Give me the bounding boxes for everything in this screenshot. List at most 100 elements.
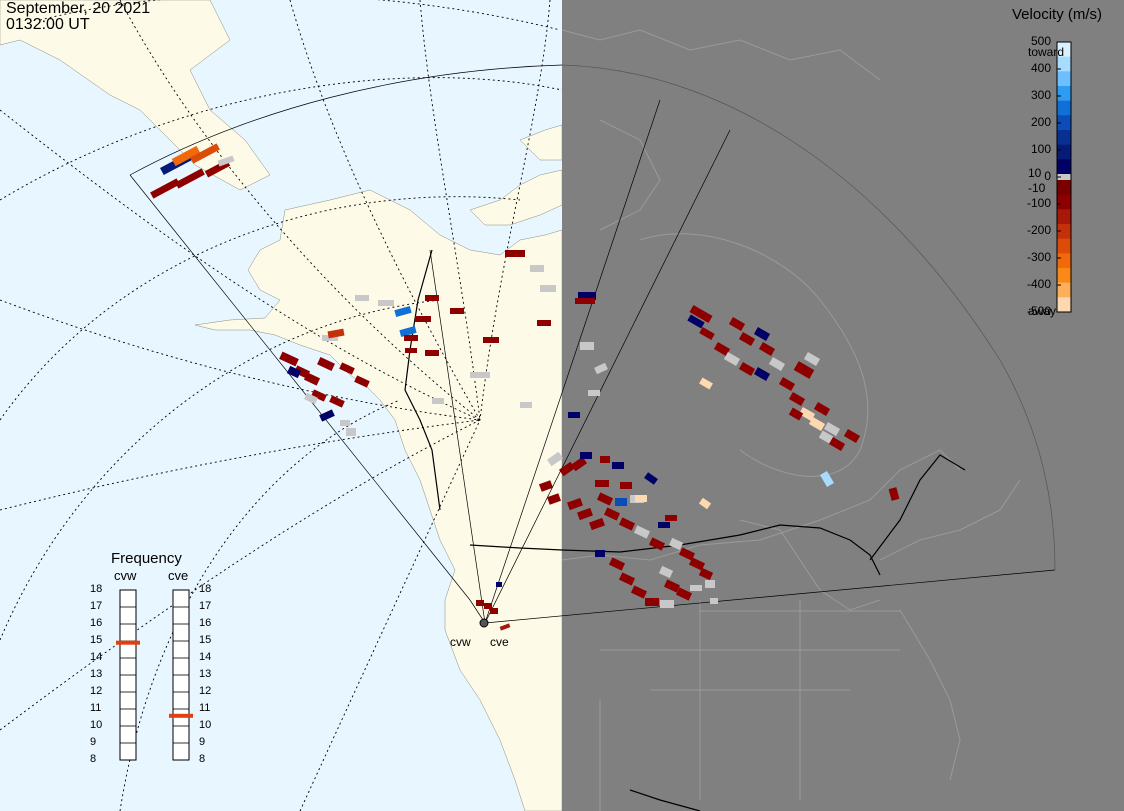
scatter-cell	[490, 608, 498, 614]
scatter-cell	[537, 320, 551, 326]
scatter-cell	[505, 250, 525, 257]
night-coastlines	[561, 29, 1021, 811]
scatter-cell	[738, 362, 756, 376]
colorbar-segment	[1057, 130, 1071, 146]
scatter-cell	[317, 356, 335, 372]
scatter-cell	[699, 326, 715, 341]
borders	[404, 249, 966, 811]
colorbar-segment	[1057, 144, 1071, 160]
scatter-cell	[608, 557, 626, 571]
scatter-cell	[594, 362, 608, 375]
velocity-tick: 200	[1030, 115, 1051, 129]
radar-fov-night	[561, 64, 1056, 571]
scatter-cell	[171, 145, 201, 167]
scatter-cell	[660, 600, 674, 608]
scatter-cell	[450, 308, 464, 314]
scatter-cell	[818, 430, 834, 444]
radar-sites	[479, 618, 489, 628]
scatter-cell	[813, 402, 831, 416]
scatter-cell	[738, 332, 756, 346]
scatter-cell	[399, 326, 417, 337]
scatter-cell	[540, 285, 556, 292]
freq-radar-name-cve: cve	[168, 568, 189, 583]
velocity-tick: -300	[1026, 250, 1051, 264]
scatter-cell	[803, 352, 821, 366]
scatter-cell	[758, 342, 776, 356]
scatter-cell	[567, 497, 583, 511]
velocity-tick: 100	[1030, 142, 1051, 156]
frequency-title: Frequency	[111, 550, 182, 567]
scatter-cell	[888, 487, 900, 501]
scatter-cell	[496, 582, 502, 587]
colorbar-segment	[1057, 297, 1071, 313]
scatter-cell	[633, 525, 651, 539]
frequency-tick: 15	[199, 634, 212, 646]
scatter-cell	[688, 557, 706, 571]
scatter-cell	[354, 375, 370, 388]
scatter-cell	[788, 407, 804, 421]
scatter-cell	[190, 143, 220, 164]
velocity-tick: 400	[1030, 61, 1051, 75]
toward-label: toward	[1028, 45, 1065, 59]
date-label: September, 20 2021	[6, 0, 151, 17]
scatter-cell	[588, 390, 600, 396]
site-label-cvw: cvw	[450, 635, 471, 649]
scatter-cell	[644, 472, 658, 485]
scatter-cell	[340, 420, 350, 426]
colorbar-segment	[1057, 71, 1071, 87]
velocity-legend-title: Velocity (m/s)	[1012, 6, 1103, 23]
site-marker	[479, 618, 489, 628]
scatter-cell	[713, 342, 731, 356]
velocity-tick: -200	[1026, 223, 1051, 237]
scatter-cell	[595, 480, 609, 487]
scatter-cell	[404, 335, 418, 341]
frequency-marker-cve	[169, 713, 193, 718]
scatter-cell	[580, 452, 592, 459]
scatter-cell	[319, 409, 335, 422]
scatter-cell	[648, 537, 666, 551]
colorbar-segment	[1057, 180, 1071, 196]
scatter-cell	[645, 598, 659, 606]
scatter-cell	[618, 517, 636, 531]
scatter-cell	[788, 392, 806, 406]
scatter-cell	[798, 407, 816, 421]
scatter-cell	[689, 305, 713, 323]
frequency-tick: 13	[199, 668, 212, 680]
scatter-cell	[675, 587, 693, 601]
scatter-cell	[723, 352, 741, 366]
frequency-tick: 18	[199, 583, 212, 595]
velocity-tick: -500	[1026, 304, 1051, 318]
scatter-cell	[558, 461, 576, 477]
scatter-cell	[286, 365, 302, 379]
colorbar-segment	[1057, 253, 1071, 269]
scatter-cell	[603, 507, 621, 521]
colorbar-segment	[1057, 238, 1071, 254]
scatter-cell	[753, 367, 771, 381]
frequency-tick: 9	[90, 736, 97, 748]
frequency-tick: 13	[90, 668, 103, 680]
scatter-cell	[630, 585, 648, 599]
velocity-tick: -400	[1026, 277, 1051, 291]
scatter-cell	[329, 395, 345, 408]
scatter-cell	[570, 456, 588, 472]
colorbar-segment	[1057, 159, 1071, 175]
scatter-cell	[575, 298, 595, 304]
site-label-cve: cve	[490, 635, 509, 649]
scatter-cell	[728, 317, 746, 331]
scatter-cell	[612, 462, 624, 469]
velocity-tick: -100	[1026, 196, 1051, 210]
scatter-cell	[843, 429, 861, 443]
tick-minus-10: -10	[1028, 181, 1046, 195]
scatter-cell	[339, 362, 355, 375]
time-label: 0132:00 UT	[6, 16, 90, 33]
night-shading	[562, 0, 1124, 811]
scatter-cell	[425, 350, 439, 356]
frequency-tick: 15	[90, 634, 103, 646]
scatter-cell	[615, 498, 627, 506]
scatter-cell	[378, 300, 394, 306]
scatter-cell	[663, 579, 681, 593]
colorbar-segment	[1057, 194, 1071, 210]
scatter-cell	[793, 361, 815, 379]
scatter-cell	[778, 377, 796, 391]
